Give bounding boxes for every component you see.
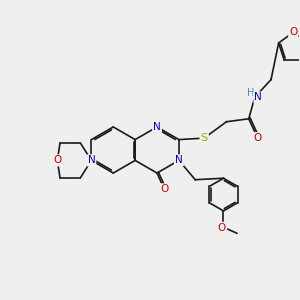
Text: N: N (153, 122, 161, 132)
Text: N: N (254, 92, 262, 102)
Text: O: O (254, 133, 262, 143)
Text: O: O (160, 184, 169, 194)
Text: O: O (218, 223, 226, 233)
Text: N: N (175, 155, 183, 165)
Text: H: H (248, 88, 255, 98)
Text: S: S (201, 133, 208, 143)
Text: N: N (88, 155, 95, 165)
Text: O: O (289, 27, 298, 37)
Text: O: O (53, 155, 61, 165)
